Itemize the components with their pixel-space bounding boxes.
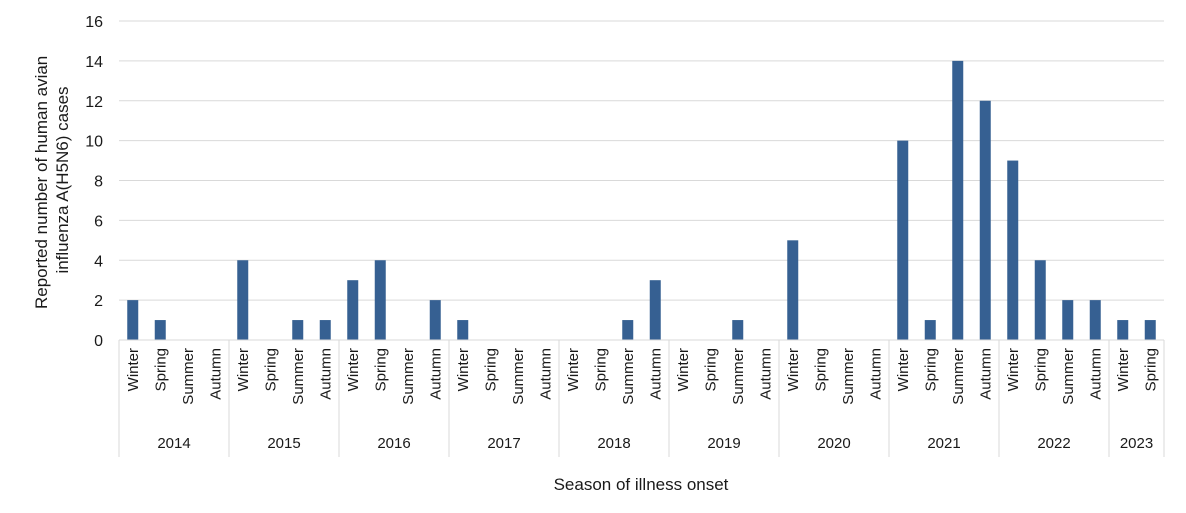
x-category-label: Summer bbox=[620, 348, 637, 405]
bar bbox=[1089, 300, 1101, 340]
bar bbox=[1117, 320, 1129, 340]
y-tick-label: 2 bbox=[94, 293, 103, 310]
bar bbox=[429, 300, 441, 340]
bar bbox=[457, 320, 469, 340]
x-category-label: Winter bbox=[345, 348, 362, 391]
x-group-label: 2016 bbox=[377, 435, 410, 452]
y-axis-title: Reported number of human avian influenza… bbox=[32, 51, 72, 309]
bar bbox=[732, 320, 744, 340]
x-category-label: Summer bbox=[180, 348, 197, 405]
x-category-label: Winter bbox=[455, 348, 472, 391]
y-tick-label: 14 bbox=[85, 54, 103, 71]
bars bbox=[127, 60, 1156, 340]
x-category-label: Autumn bbox=[207, 348, 224, 400]
x-category-label: Spring bbox=[592, 348, 609, 391]
bar bbox=[622, 320, 634, 340]
x-category-label: Summer bbox=[1060, 348, 1077, 405]
x-category-label: Autumn bbox=[977, 348, 994, 400]
x-group-label: 2014 bbox=[157, 435, 190, 452]
y-axis-title-line-1: Reported number of human avian bbox=[32, 56, 51, 309]
x-category-label: Spring bbox=[262, 348, 279, 391]
x-category-label: Autumn bbox=[537, 348, 554, 400]
bar bbox=[787, 240, 799, 340]
bar bbox=[374, 260, 386, 340]
bar bbox=[952, 60, 964, 340]
y-tick-label: 6 bbox=[94, 213, 103, 230]
x-group-label: 2020 bbox=[817, 435, 850, 452]
x-category-label: Winter bbox=[125, 348, 142, 391]
x-category-label: Winter bbox=[785, 348, 802, 391]
x-category-label: Spring bbox=[702, 348, 719, 391]
x-group-label: 2015 bbox=[267, 435, 300, 452]
y-tick-label: 4 bbox=[94, 253, 103, 270]
x-axis-title: Season of illness onset bbox=[554, 475, 729, 494]
x-category-label: Spring bbox=[1032, 348, 1049, 391]
y-tick-label: 8 bbox=[94, 174, 103, 191]
y-tick-label: 16 bbox=[85, 14, 103, 31]
x-category-label: Winter bbox=[675, 348, 692, 391]
y-axis-title-line-2: influenza A(H5N6) cases bbox=[53, 86, 72, 273]
x-category-label: Spring bbox=[152, 348, 169, 391]
x-group-label: 2021 bbox=[927, 435, 960, 452]
bar bbox=[1007, 160, 1019, 340]
gridlines bbox=[119, 20, 1164, 301]
x-category-label: Autumn bbox=[757, 348, 774, 400]
bar bbox=[154, 320, 166, 340]
bar bbox=[292, 320, 304, 340]
bar bbox=[347, 280, 359, 340]
x-category-label: Winter bbox=[235, 348, 252, 391]
bar bbox=[979, 100, 991, 340]
bar bbox=[924, 320, 936, 340]
x-category-label: Winter bbox=[1115, 348, 1132, 391]
bar bbox=[237, 260, 249, 340]
x-category-label: Summer bbox=[510, 348, 527, 405]
x-category-label: Autumn bbox=[427, 348, 444, 400]
x-category-label: Spring bbox=[482, 348, 499, 391]
x-category-label: Summer bbox=[950, 348, 967, 405]
x-category-label: Spring bbox=[1142, 348, 1159, 391]
x-category-label: Autumn bbox=[867, 348, 884, 400]
x-group-label: 2018 bbox=[597, 435, 630, 452]
bar bbox=[649, 280, 661, 340]
x-category-label: Spring bbox=[372, 348, 389, 391]
x-category-label: Autumn bbox=[1087, 348, 1104, 400]
x-category-label: Winter bbox=[895, 348, 912, 391]
x-group-label: 2017 bbox=[487, 435, 520, 452]
x-category-label: Autumn bbox=[317, 348, 334, 400]
bar bbox=[1144, 320, 1156, 340]
x-category-label: Autumn bbox=[647, 348, 664, 400]
x-category-label: Summer bbox=[730, 348, 747, 405]
bar bbox=[127, 300, 139, 340]
y-tick-label: 0 bbox=[94, 333, 103, 350]
x-category-label: Summer bbox=[840, 348, 857, 405]
x-group-label: 2023 bbox=[1120, 435, 1153, 452]
bar bbox=[1034, 260, 1046, 340]
x-group-label: 2022 bbox=[1037, 435, 1070, 452]
x-category-label: Winter bbox=[565, 348, 582, 391]
x-axis: Winter Spring Summer Autumn 2014 Winter Spring… bbox=[118, 339, 1165, 457]
x-category-label: Winter bbox=[1005, 348, 1022, 391]
y-tick-label: 10 bbox=[85, 134, 103, 151]
y-axis-ticks: 0 2 4 6 8 10 12 14 16 bbox=[85, 14, 103, 350]
bar bbox=[897, 140, 909, 340]
x-category-label: Summer bbox=[400, 348, 417, 405]
y-tick-label: 12 bbox=[85, 94, 103, 111]
x-category-label: Spring bbox=[812, 348, 829, 391]
x-category-label: Summer bbox=[290, 348, 307, 405]
x-group-label: 2019 bbox=[707, 435, 740, 452]
bar bbox=[319, 320, 331, 340]
bar bbox=[1062, 300, 1074, 340]
x-category-label: Spring bbox=[922, 348, 939, 391]
